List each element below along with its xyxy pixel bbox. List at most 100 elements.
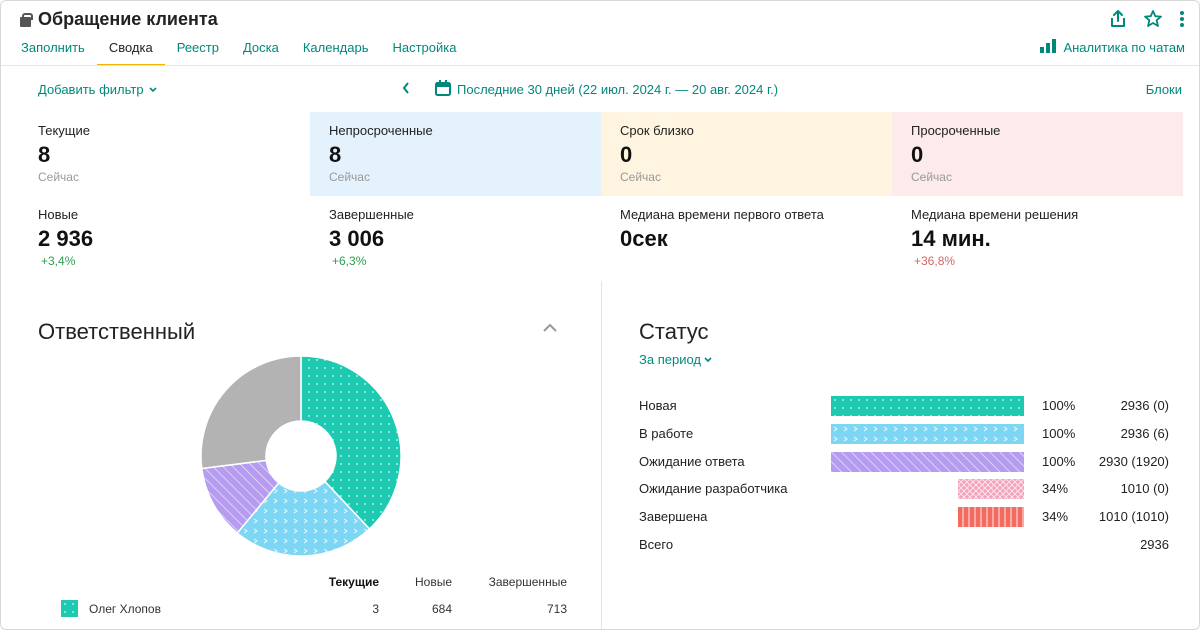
- metric-sub: Сейчас: [38, 170, 79, 184]
- metric-value: 8: [329, 142, 342, 167]
- tab-bar: Заполнить Сводка Реестр Доска Календарь …: [9, 37, 468, 66]
- tab-settings[interactable]: Настройка: [392, 40, 457, 55]
- status-total-count: 2936: [1140, 537, 1169, 552]
- analytics-link[interactable]: Аналитика по чатам: [1040, 39, 1185, 56]
- status-row[interactable]: В работе 100% 2936 (6): [639, 424, 1169, 444]
- status-total-label: Всего: [639, 537, 674, 552]
- status-row[interactable]: Новая 100% 2936 (0): [639, 396, 1169, 416]
- metric-value: 8: [38, 142, 51, 167]
- metric-card-period[interactable]: Медиана времени решения 14 мин. +36,8%: [892, 196, 1183, 280]
- col-current[interactable]: Текущие: [328, 575, 379, 589]
- metric-label: Новые: [38, 207, 79, 222]
- metric-label: Непросроченные: [329, 123, 433, 138]
- chevron-down-icon: [148, 82, 158, 97]
- metric-card-current[interactable]: Срок близко 0 Сейчас: [601, 112, 892, 196]
- legend-swatch: [61, 600, 78, 617]
- status-title: Статус: [639, 319, 709, 344]
- analytics-label: Аналитика по чатам: [1063, 40, 1185, 55]
- metric-value: 3 006: [329, 226, 385, 251]
- metric-sub: Сейчас: [620, 170, 661, 184]
- status-name: Ожидание ответа: [639, 454, 745, 469]
- donut-slice-pattern: [237, 481, 370, 556]
- status-count: 1010 (1010): [1098, 509, 1169, 524]
- responsible-name: Олег Хлопов: [89, 602, 161, 616]
- metric-card-period[interactable]: Медиана времени первого ответа 0сек: [601, 196, 892, 280]
- status-row[interactable]: Завершена 34% 1010 (1010): [639, 507, 1169, 527]
- status-bar: [958, 479, 1024, 499]
- chevron-down-icon: [703, 352, 713, 367]
- status-percent: 100%: [1042, 398, 1076, 413]
- star-icon[interactable]: [1143, 9, 1163, 29]
- status-percent: 100%: [1042, 454, 1076, 469]
- col-done[interactable]: Завершенные: [488, 575, 567, 589]
- tab-registry[interactable]: Реестр: [176, 40, 219, 55]
- date-range-label[interactable]: Последние 30 дней (22 июл. 2024 г. — 20 …: [457, 82, 779, 97]
- status-bar: [831, 396, 1024, 416]
- status-bar: [958, 507, 1024, 527]
- metric-value: 0: [620, 142, 633, 167]
- tab-board[interactable]: Доска: [242, 40, 279, 55]
- status-name: Новая: [639, 398, 677, 413]
- chevron-left-icon[interactable]: [401, 81, 411, 98]
- status-count: 2936 (0): [1120, 398, 1169, 413]
- metric-label: Просроченные: [911, 123, 1001, 138]
- period-selector[interactable]: За период: [639, 352, 713, 367]
- responsible-new: 684: [431, 602, 452, 616]
- metric-value: 0сек: [620, 226, 668, 251]
- tab-summary[interactable]: Сводка: [96, 37, 165, 66]
- metric-value: 14 мин.: [911, 226, 991, 251]
- blocks-link[interactable]: Блоки: [1145, 82, 1182, 97]
- share-icon[interactable]: [1109, 9, 1127, 29]
- bar-chart-icon: [1040, 39, 1057, 56]
- tab-fill[interactable]: Заполнить: [21, 40, 85, 55]
- metric-card-current[interactable]: Непросроченные 8 Сейчас: [310, 112, 601, 196]
- tab-calendar[interactable]: Календарь: [302, 40, 369, 55]
- status-bar: [831, 452, 1024, 472]
- metric-card-period[interactable]: Новые 2 936 +3,4%: [19, 196, 310, 280]
- donut-slice[interactable]: [201, 356, 302, 470]
- add-filter-button[interactable]: Добавить фильтр: [38, 82, 158, 97]
- status-name: Завершена: [639, 509, 708, 524]
- page-title: Обращение клиента: [38, 9, 218, 29]
- donut-slice-pattern: [301, 356, 401, 529]
- calendar-icon[interactable]: [435, 80, 451, 99]
- col-new[interactable]: Новые: [414, 575, 452, 589]
- add-filter-label: Добавить фильтр: [38, 82, 144, 97]
- metric-change: +6,3%: [332, 254, 367, 268]
- date-range-selector: Последние 30 дней (22 июл. 2024 г. — 20 …: [401, 80, 778, 99]
- responsible-done: 713: [546, 602, 567, 616]
- metric-card-period[interactable]: Завершенные 3 006 +6,3%: [310, 196, 601, 280]
- metric-label: Срок близко: [620, 123, 694, 138]
- status-percent: 34%: [1042, 481, 1069, 496]
- status-count: 1010 (0): [1120, 481, 1169, 496]
- top-actions: [1109, 9, 1185, 29]
- status-count: 2930 (1920): [1098, 454, 1169, 469]
- status-bar: [831, 424, 1024, 444]
- period-label: За период: [639, 352, 701, 367]
- responsible-title: Ответственный: [38, 319, 196, 344]
- metric-label: Завершенные: [329, 207, 414, 222]
- metric-sub: Сейчас: [911, 170, 952, 184]
- responsible-current: 3: [372, 602, 379, 616]
- status-name: Ожидание разработчика: [639, 481, 788, 496]
- metric-card-current[interactable]: Текущие 8 Сейчас: [19, 112, 310, 196]
- metric-card-current[interactable]: Просроченные 0 Сейчас: [892, 112, 1183, 196]
- donut-slice-pattern: [201, 460, 279, 534]
- status-total-row: Всего 2936: [639, 535, 1169, 555]
- status-count: 2936 (6): [1120, 426, 1169, 441]
- responsible-donut-chart: [201, 356, 401, 556]
- metric-change: +36,8%: [914, 254, 956, 268]
- status-percent: 100%: [1042, 426, 1076, 441]
- status-name: В работе: [639, 426, 694, 441]
- status-row[interactable]: Ожидание разработчика 34% 1010 (0): [639, 479, 1169, 499]
- page-header: Обращение клиента: [19, 9, 218, 30]
- header-divider: [1, 65, 1199, 66]
- panel-divider: [601, 281, 602, 629]
- metric-change: +3,4%: [41, 254, 76, 268]
- status-row[interactable]: Ожидание ответа 100% 2930 (1920): [639, 452, 1169, 472]
- more-vert-icon[interactable]: [1179, 9, 1185, 29]
- chevron-up-icon[interactable]: [542, 321, 558, 339]
- status-percent: 34%: [1042, 509, 1069, 524]
- metric-label: Медиана времени первого ответа: [620, 207, 824, 222]
